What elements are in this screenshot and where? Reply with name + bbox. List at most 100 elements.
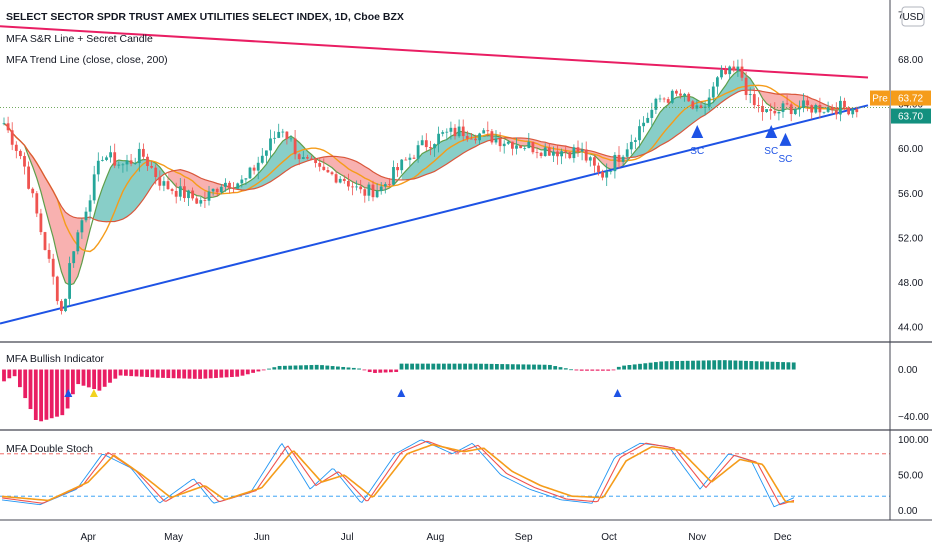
candle [125, 154, 129, 172]
indicator-label-sr-line: MFA S&R Line + Secret Candle [6, 33, 153, 45]
candle [740, 58, 744, 81]
bullish-indicator-bar [675, 361, 679, 370]
candle [798, 100, 801, 117]
bullish-indicator-bar [399, 363, 404, 370]
candle [642, 116, 645, 133]
time-tick-label: Dec [774, 532, 792, 543]
bullish-indicator-bar [49, 369, 54, 419]
secret-candle-marker[interactable] [765, 125, 778, 139]
bullish-indicator-bar [113, 369, 118, 379]
candle [609, 171, 613, 175]
candle [506, 140, 510, 145]
candle [547, 143, 551, 156]
bullish-indicator-bar [659, 361, 664, 370]
bullish-indicator-bar [442, 363, 446, 370]
candle [683, 92, 686, 102]
candle [675, 89, 678, 97]
candle [51, 253, 55, 285]
candle [166, 177, 170, 190]
candle [72, 251, 76, 268]
indicator-label-trend-line: MFA Trend Line (close, close, 200) [6, 54, 168, 66]
bullish-indicator-bar [648, 362, 653, 370]
bullish-indicator-bar [563, 368, 568, 370]
pre-market-price: 63.72 [898, 94, 923, 105]
bullish-indicator-bar [738, 360, 743, 370]
candle [666, 96, 670, 105]
candle [822, 111, 826, 115]
bullish-indicator-bar [669, 361, 674, 370]
bullish-indicator-bar [351, 367, 356, 370]
candle [199, 196, 203, 207]
secret-candle-marker[interactable] [779, 132, 792, 146]
bullish-indicator-bar [775, 361, 780, 370]
candle [429, 140, 432, 156]
bullish-indicator-bar [638, 363, 642, 370]
bullish-indicator-bar [367, 369, 372, 373]
candle [465, 130, 469, 142]
bullish-indicator-bar [23, 369, 28, 399]
candle [408, 153, 412, 167]
candle [716, 76, 719, 95]
candle [363, 186, 367, 203]
bullish-indicator-bar [770, 361, 775, 370]
candle [814, 103, 818, 114]
bullish-indicator-bar [277, 365, 282, 370]
bullish-indicator-bar [309, 365, 314, 370]
time-tick-label: May [164, 532, 183, 543]
candle [375, 183, 379, 199]
resistance-trend-line[interactable] [0, 25, 869, 79]
bullish-indicator-bar [781, 362, 785, 370]
time-axis: Apr May Jun Jul Aug Sep Oct Nov Dec [80, 532, 791, 543]
bullish-indicator-bar [500, 364, 505, 370]
bullish-indicator-bar [595, 369, 600, 371]
bullish-indicator-bar [722, 360, 727, 370]
bullish-indicator-bar [39, 369, 43, 422]
bullish-indicator-bar [187, 369, 192, 379]
candle [178, 178, 182, 201]
bullish-indicator-bar [712, 360, 717, 370]
candle [236, 182, 240, 189]
candle [720, 65, 723, 80]
bullish-indicator-bar [754, 361, 759, 370]
secret-candle-marker[interactable] [691, 125, 704, 139]
last-price-value: 63.70 [898, 112, 923, 123]
candle [420, 135, 424, 146]
candle [203, 191, 207, 208]
bullish-indicator-bar [325, 365, 330, 370]
candle [392, 160, 395, 186]
candle [424, 133, 428, 151]
candle [752, 87, 756, 109]
candle [35, 191, 39, 218]
bullish-indicator-bar [341, 366, 346, 370]
bullish-indicator-bar [86, 369, 91, 388]
bullish-indicator-bar [81, 369, 86, 386]
candle [174, 182, 178, 204]
bullish-indicator-bar [542, 364, 547, 370]
candle [843, 97, 846, 110]
bullish-indicator-bar [267, 368, 271, 370]
candle [650, 102, 654, 127]
candle [490, 128, 494, 145]
currency-button[interactable]: USD [901, 6, 925, 27]
bullish-indicator-bar [548, 364, 552, 370]
bullish-indicator-bar [203, 369, 208, 379]
candle [601, 169, 604, 181]
candle [670, 89, 674, 105]
candle [810, 104, 814, 120]
bullish-indicator-bar [55, 369, 59, 417]
candle [105, 155, 108, 162]
bullish-indicator-bar [272, 367, 277, 370]
candle [310, 155, 313, 161]
candle [404, 157, 408, 161]
support-trend-line[interactable] [0, 104, 869, 325]
candle [19, 149, 22, 160]
candle [158, 170, 162, 191]
candle [219, 184, 223, 195]
candle [379, 182, 383, 195]
bullish-indicator-bar [553, 366, 558, 370]
candle [277, 123, 281, 139]
candle [515, 137, 518, 155]
candle [855, 106, 859, 118]
candle [806, 95, 809, 112]
